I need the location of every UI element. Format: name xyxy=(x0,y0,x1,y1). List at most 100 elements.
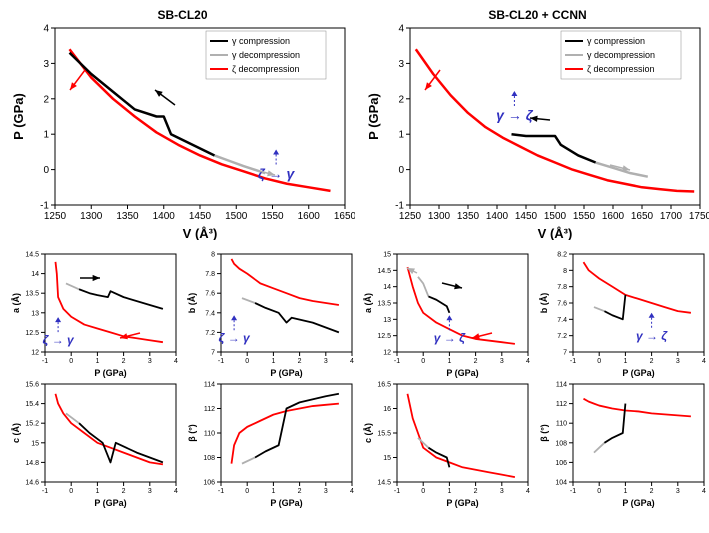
svg-text:3: 3 xyxy=(324,358,328,365)
svg-text:1500: 1500 xyxy=(544,211,567,222)
svg-text:-1: -1 xyxy=(42,488,48,495)
svg-text:1: 1 xyxy=(447,488,451,495)
svg-text:15.5: 15.5 xyxy=(377,430,391,437)
svg-text:P (GPa): P (GPa) xyxy=(270,498,302,508)
svg-text:3: 3 xyxy=(676,488,680,495)
svg-text:4: 4 xyxy=(526,358,530,365)
svg-text:15: 15 xyxy=(383,455,391,462)
svg-text:-1: -1 xyxy=(570,358,576,365)
svg-text:γ compression: γ compression xyxy=(587,36,645,46)
svg-text:12.5: 12.5 xyxy=(377,333,391,340)
svg-text:V (Å³): V (Å³) xyxy=(183,226,218,240)
svg-text:-1: -1 xyxy=(218,488,224,495)
svg-text:P (GPa): P (GPa) xyxy=(366,93,381,140)
svg-text:0: 0 xyxy=(421,488,425,495)
svg-text:P (GPa): P (GPa) xyxy=(446,498,478,508)
svg-text:1250: 1250 xyxy=(44,211,67,222)
svg-text:3: 3 xyxy=(148,358,152,365)
svg-text:16.5: 16.5 xyxy=(377,381,391,388)
svg-text:3: 3 xyxy=(324,488,328,495)
svg-text:104: 104 xyxy=(555,479,567,486)
svg-text:0: 0 xyxy=(245,488,249,495)
svg-text:2: 2 xyxy=(298,358,302,365)
svg-text:2: 2 xyxy=(650,358,654,365)
svg-text:1600: 1600 xyxy=(602,211,625,222)
svg-text:112: 112 xyxy=(204,406,215,413)
svg-text:4: 4 xyxy=(43,24,49,35)
svg-text:0: 0 xyxy=(245,358,249,365)
chart-small-2: -1012341212.51313.51414.515P (GPa)a (Å)γ… xyxy=(362,248,534,378)
svg-text:-1: -1 xyxy=(394,358,400,365)
svg-text:4: 4 xyxy=(350,488,354,495)
svg-text:2: 2 xyxy=(122,488,126,495)
svg-text:7.4: 7.4 xyxy=(205,310,215,317)
svg-text:14: 14 xyxy=(383,284,391,291)
svg-text:-1: -1 xyxy=(42,358,48,365)
svg-text:0: 0 xyxy=(421,358,425,365)
svg-text:4: 4 xyxy=(174,358,178,365)
svg-text:7.2: 7.2 xyxy=(557,333,567,340)
chart-top-left: 125013001350140014501500155016001650-101… xyxy=(10,10,355,240)
svg-text:7.8: 7.8 xyxy=(205,271,215,278)
svg-text:108: 108 xyxy=(555,440,567,447)
svg-text:1: 1 xyxy=(623,358,627,365)
svg-text:4: 4 xyxy=(174,488,178,495)
svg-text:8: 8 xyxy=(211,251,215,258)
chart-top-right: 1250130013501400145015001550160016501700… xyxy=(365,10,709,240)
svg-text:7: 7 xyxy=(211,349,215,356)
svg-text:0: 0 xyxy=(398,165,404,176)
svg-text:b (Å): b (Å) xyxy=(187,293,197,314)
svg-text:14.6: 14.6 xyxy=(25,479,39,486)
svg-text:7.8: 7.8 xyxy=(557,284,567,291)
svg-text:1300: 1300 xyxy=(80,211,103,222)
svg-text:4: 4 xyxy=(702,358,706,365)
svg-text:1: 1 xyxy=(623,488,627,495)
title-right: SB-CL20 + CCNN xyxy=(365,8,709,22)
svg-text:1: 1 xyxy=(271,358,275,365)
svg-text:3: 3 xyxy=(43,59,49,70)
svg-text:c (Å): c (Å) xyxy=(11,423,21,443)
svg-text:15: 15 xyxy=(383,251,391,258)
svg-text:14.5: 14.5 xyxy=(25,251,39,258)
svg-text:1650: 1650 xyxy=(631,211,654,222)
svg-text:0: 0 xyxy=(43,165,49,176)
top-left-panel: SB-CL20 12501300135014001450150015501600… xyxy=(10,10,355,240)
svg-text:1350: 1350 xyxy=(116,211,139,222)
svg-text:112: 112 xyxy=(556,401,567,408)
svg-text:1450: 1450 xyxy=(189,211,212,222)
svg-text:15.4: 15.4 xyxy=(25,401,39,408)
bottom-row-2: -10123414.614.81515.215.415.6P (GPa)c (Å… xyxy=(10,378,709,508)
svg-text:V (Å³): V (Å³) xyxy=(538,226,573,240)
svg-text:1: 1 xyxy=(447,358,451,365)
svg-text:2: 2 xyxy=(398,94,404,105)
svg-text:108: 108 xyxy=(203,455,215,462)
svg-text:P (GPa): P (GPa) xyxy=(622,368,654,378)
svg-text:b (Å): b (Å) xyxy=(539,293,549,314)
svg-text:1250: 1250 xyxy=(399,211,422,222)
svg-text:3: 3 xyxy=(398,59,404,70)
svg-text:14.5: 14.5 xyxy=(377,268,391,275)
svg-text:15: 15 xyxy=(31,440,39,447)
svg-text:1700: 1700 xyxy=(660,211,683,222)
svg-text:110: 110 xyxy=(556,421,567,428)
svg-text:2: 2 xyxy=(650,488,654,495)
svg-text:P (GPa): P (GPa) xyxy=(622,498,654,508)
svg-text:8: 8 xyxy=(563,268,567,275)
svg-text:a (Å): a (Å) xyxy=(11,293,21,313)
svg-text:16: 16 xyxy=(383,406,391,413)
svg-text:13: 13 xyxy=(31,310,39,317)
svg-text:a (Å): a (Å) xyxy=(363,293,373,313)
svg-text:14: 14 xyxy=(31,271,39,278)
svg-text:7.4: 7.4 xyxy=(557,317,567,324)
svg-text:ζ → γ: ζ → γ xyxy=(42,333,75,347)
svg-text:1400: 1400 xyxy=(486,211,509,222)
svg-text:0: 0 xyxy=(69,488,73,495)
chart-small-5: -101234106108110112114P (GPa)β (°) xyxy=(186,378,358,508)
svg-text:P (GPa): P (GPa) xyxy=(446,368,478,378)
svg-text:3: 3 xyxy=(676,358,680,365)
svg-text:1: 1 xyxy=(43,130,49,141)
top-row: SB-CL20 12501300135014001450150015501600… xyxy=(10,10,709,240)
svg-text:7.2: 7.2 xyxy=(205,330,215,337)
svg-text:γ → ζ: γ → ζ xyxy=(434,331,466,345)
svg-text:3: 3 xyxy=(148,488,152,495)
